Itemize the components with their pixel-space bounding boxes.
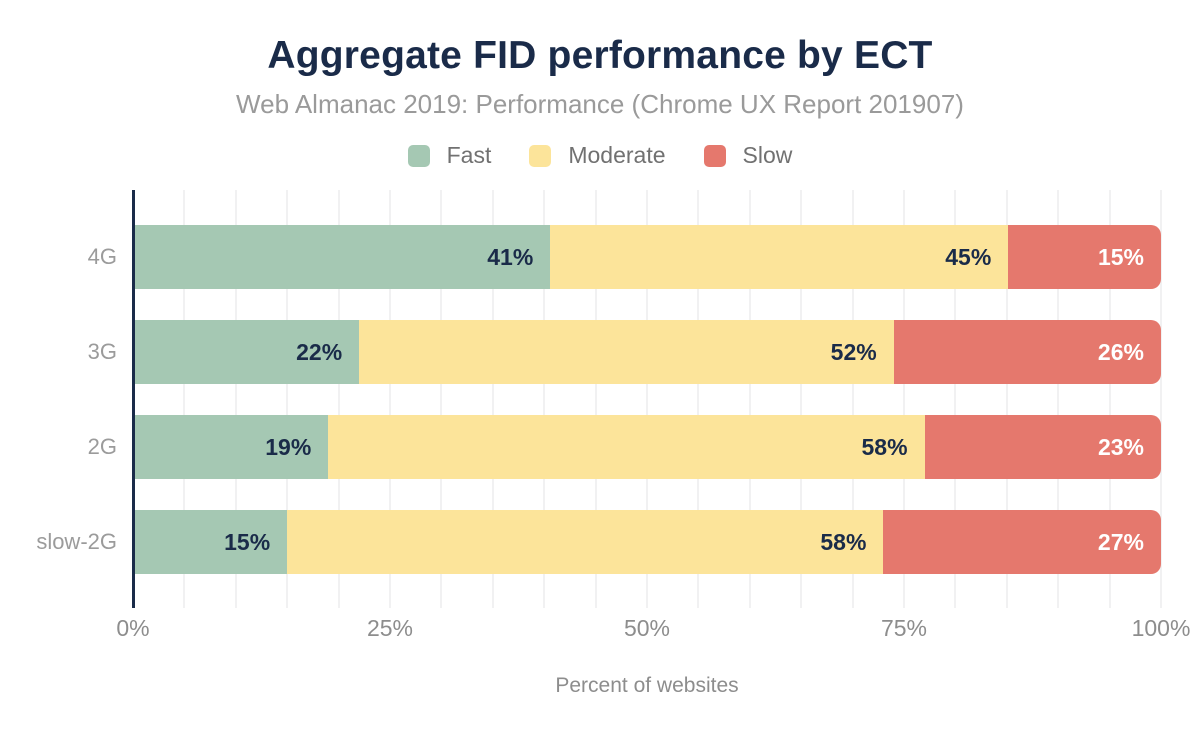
- x-tick-25: 25%: [366, 615, 414, 641]
- legend-item-moderate: Moderate: [529, 142, 666, 169]
- gridline-5: [183, 190, 186, 608]
- gridline-25: [389, 190, 391, 608]
- legend-label-fast: Fast: [446, 142, 492, 168]
- gridline-55: [697, 190, 700, 608]
- legend-swatch-slow: [703, 144, 726, 167]
- gridline-15: [286, 190, 289, 608]
- gridline-65: [800, 190, 803, 608]
- bar-segment-slow-2g-slow: 27%: [883, 510, 1161, 574]
- category-label-3g: 3G: [87, 339, 117, 364]
- gridline-35: [491, 190, 494, 608]
- bar-segment-slow-2g-fast: 15%: [133, 510, 288, 574]
- category-label-slow-2g: slow-2G: [36, 529, 117, 554]
- chart-title: Aggregate FID performance by ECT: [267, 34, 933, 77]
- gridline-45: [594, 190, 597, 608]
- bar-segment-2g-moderate: 58%: [328, 415, 925, 479]
- gridline-90: [1057, 190, 1060, 608]
- legend-swatch-moderate: [529, 144, 552, 167]
- gridline-60: [748, 190, 751, 608]
- bar-segment-3g-moderate: 52%: [359, 320, 894, 384]
- bar-segment-slow-2g-moderate: 58%: [287, 510, 884, 574]
- plot-area: 41% 45% 15% 22% 52% 26% 19% 58% 23% 15% 58% 27%: [132, 190, 1162, 608]
- legend-item-fast: Fast: [407, 142, 492, 169]
- gridline-50: [646, 190, 648, 608]
- legend-swatch-fast: [407, 144, 430, 167]
- gridline-10: [234, 190, 237, 608]
- x-axis-label: Percent of websites: [555, 674, 739, 697]
- category-label-4g: 4G: [87, 244, 117, 269]
- bar-segment-3g-slow: 26%: [893, 320, 1161, 384]
- bar-row-3g: 22% 52% 26%: [133, 320, 1161, 384]
- bar-segment-3g-fast: 22%: [133, 320, 360, 384]
- y-axis-line: [132, 190, 135, 608]
- bar-segment-2g-slow: 23%: [924, 415, 1161, 479]
- gridline-85: [1005, 190, 1008, 608]
- bar-segment-4g-moderate: 45%: [550, 225, 1009, 289]
- bar-segment-4g-slow: 15%: [1008, 225, 1161, 289]
- legend-item-slow: Slow: [703, 142, 793, 169]
- gridline-95: [1108, 190, 1111, 608]
- x-tick-75: 75%: [880, 615, 928, 641]
- gridline-70: [851, 190, 854, 608]
- legend: Fast Moderate Slow: [0, 142, 1200, 169]
- bar-row-slow-2g: 15% 58% 27%: [133, 510, 1161, 574]
- legend-label-moderate: Moderate: [568, 142, 666, 168]
- gridline-20: [337, 190, 340, 608]
- x-tick-0: 0%: [116, 615, 150, 641]
- gridline-30: [440, 190, 443, 608]
- legend-label-slow: Slow: [742, 142, 793, 168]
- x-tick-50: 50%: [623, 615, 671, 641]
- bar-row-2g: 19% 58% 23%: [133, 415, 1161, 479]
- x-tick-100: 100%: [1131, 615, 1191, 641]
- gridline-80: [954, 190, 957, 608]
- category-label-2g: 2G: [87, 434, 117, 459]
- bar-segment-2g-fast: 19%: [133, 415, 329, 479]
- gridline-40: [543, 190, 546, 608]
- bar-segment-4g-fast: 41%: [133, 225, 551, 289]
- gridline-100: [1160, 190, 1162, 608]
- chart-subtitle: Web Almanac 2019: Performance (Chrome UX…: [236, 89, 964, 119]
- bar-row-4g: 41% 45% 15%: [133, 225, 1161, 289]
- gridline-75: [903, 190, 905, 608]
